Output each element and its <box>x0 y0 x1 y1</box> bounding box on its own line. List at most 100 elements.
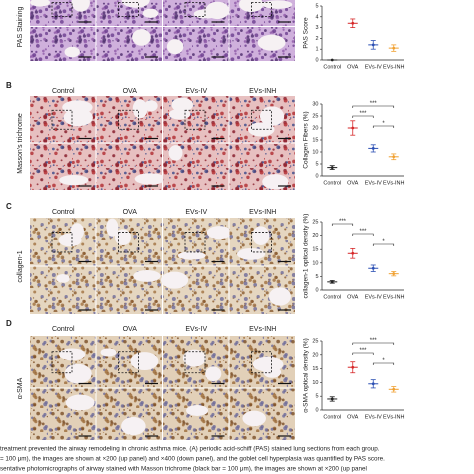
column-header: OVA <box>123 88 138 95</box>
airway-lumen <box>121 417 146 436</box>
x-tick-label: Control <box>323 64 341 70</box>
mean-dot <box>371 147 375 150</box>
significance-label: *** <box>359 111 367 117</box>
x-tick-label: EVs-INH <box>383 414 404 420</box>
y-tick-label: 25 <box>312 219 318 225</box>
airway-lumen <box>252 226 270 246</box>
zoom-box <box>51 232 73 253</box>
column-header: EVs-IV <box>185 326 207 333</box>
airway-lumen <box>166 39 184 55</box>
y-tick-label: 20 <box>312 352 318 358</box>
y-tick-label: 2 <box>315 36 318 42</box>
mean-dot <box>351 365 355 369</box>
significance-label: * <box>382 358 385 364</box>
airway-lumen <box>121 0 150 8</box>
airway-lumen <box>132 29 151 46</box>
column-header: Control <box>52 326 75 333</box>
airway-lumen <box>142 8 159 18</box>
y-tick-label: 0 <box>315 287 318 293</box>
x-tick-label: OVA <box>347 294 359 300</box>
zoom-box <box>51 351 73 374</box>
zoom-box <box>118 351 139 374</box>
airway-lumen <box>186 405 209 416</box>
y-axis-label: PAS Score <box>303 17 310 49</box>
mean-dot <box>351 126 355 130</box>
x-tick-label: EVs-IV <box>365 294 382 300</box>
airway-lumen <box>106 218 119 237</box>
x-tick-label: EVs-IV <box>365 180 382 186</box>
mean-dot <box>351 21 355 25</box>
airway-lumen <box>65 394 95 411</box>
y-tick-label: 25 <box>312 338 318 344</box>
panel-letter: D <box>6 319 12 328</box>
airway-lumen <box>58 233 82 247</box>
airway-lumen <box>252 356 284 372</box>
mean-dot <box>392 155 396 159</box>
significance-bracket <box>372 243 395 246</box>
y-tick-label: 0 <box>315 57 318 63</box>
mean-dot <box>330 58 334 62</box>
airway-lumen <box>144 100 158 112</box>
x-tick-label: EVs-INH <box>383 64 404 70</box>
micrograph <box>30 266 96 314</box>
caption-line: sentative photomicrographs of airway sta… <box>0 466 367 473</box>
y-tick-label: 30 <box>312 101 318 107</box>
y-tick-label: 1 <box>315 47 318 53</box>
x-tick-label: EVs-INH <box>383 294 404 300</box>
airway-lumen <box>177 251 206 260</box>
airway-lumen <box>193 9 218 19</box>
significance-label: *** <box>339 219 347 225</box>
zoom-box <box>184 109 206 130</box>
column-header: EVs-INH <box>249 209 276 216</box>
caption-line: treatment prevented the airway remodelin… <box>0 446 380 453</box>
mean-dot <box>351 251 355 255</box>
zoom-box <box>251 232 272 253</box>
zoom-box <box>184 2 206 17</box>
airway-lumen <box>133 270 161 282</box>
x-tick-label: Control <box>323 414 341 420</box>
airway-lumen <box>168 145 183 161</box>
airway-lumen <box>259 106 285 127</box>
y-tick-label: 10 <box>312 260 318 266</box>
y-axis-label: α-SMA optical density (%) <box>303 338 310 413</box>
mean-dot <box>392 387 396 391</box>
x-tick-label: OVA <box>347 414 359 420</box>
row-label: Masson's trichrome <box>17 113 24 174</box>
zoom-box <box>251 2 272 17</box>
airway-lumen <box>168 108 191 120</box>
significance-label: *** <box>359 229 367 235</box>
airway-lumen <box>30 0 51 7</box>
zoom-box <box>51 109 73 130</box>
x-tick-label: EVs-IV <box>365 64 382 70</box>
y-tick-label: 0 <box>315 173 318 179</box>
airway-lumen <box>262 174 289 190</box>
row-label: PAS Staining <box>17 7 24 48</box>
caption-line: = 100 μm), the images are shown at ×200 … <box>0 456 385 463</box>
airway-lumen <box>100 348 117 357</box>
mean-dot <box>371 266 375 270</box>
mean-dot <box>371 43 375 47</box>
y-tick-label: 15 <box>312 137 318 143</box>
zoom-box <box>118 232 139 253</box>
y-tick-label: 10 <box>312 149 318 155</box>
zoom-box <box>251 109 272 130</box>
airway-lumen <box>206 226 232 240</box>
column-header: EVs-IV <box>185 209 207 216</box>
airway-lumen <box>242 410 266 427</box>
airway-lumen <box>205 366 222 382</box>
significance-label: *** <box>359 348 367 354</box>
airway-lumen <box>71 0 90 12</box>
significance-label: *** <box>370 101 378 107</box>
column-header: OVA <box>123 209 138 216</box>
zoom-box <box>118 2 139 17</box>
mean-dot <box>330 397 334 401</box>
y-tick-label: 10 <box>312 380 318 386</box>
mean-dot <box>330 166 334 170</box>
y-tick-label: 5 <box>315 274 318 280</box>
airway-lumen <box>236 247 266 260</box>
micrograph <box>30 27 96 61</box>
airway-lumen <box>132 99 148 119</box>
airway-lumen <box>130 352 159 371</box>
airway-lumen <box>134 173 166 185</box>
significance-bracket <box>352 105 395 108</box>
